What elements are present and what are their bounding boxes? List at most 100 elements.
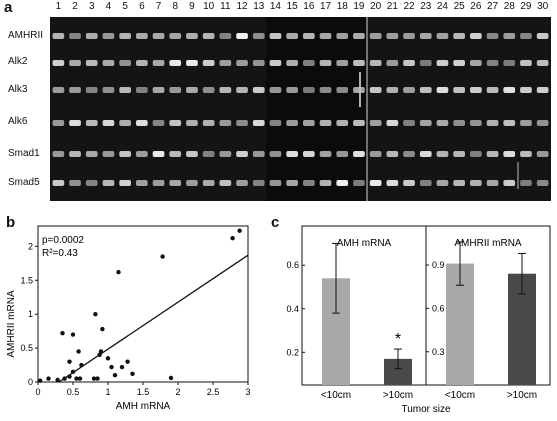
gel-band: [336, 120, 349, 126]
lane-number: 18: [336, 1, 348, 12]
gel-band: [303, 33, 315, 39]
gel-band: [102, 33, 115, 39]
gel-band: [520, 33, 532, 39]
lane-number: 23: [420, 1, 432, 12]
gel-band: [503, 120, 516, 126]
gel-band: [85, 60, 98, 66]
gel-band: [520, 87, 532, 93]
lane-number: 19: [353, 1, 365, 12]
scatter-point: [109, 364, 114, 370]
gel-band: [186, 60, 198, 66]
lane-number: 26: [470, 1, 482, 12]
gel-band: [536, 60, 549, 66]
gel-band: [303, 151, 315, 157]
r-squared-annotation: R²=0.43: [42, 248, 78, 259]
y-tick-label: 0.6: [286, 260, 299, 270]
gel-band: [236, 60, 248, 66]
gel-band: [486, 87, 499, 93]
panel-c-letter: c: [271, 214, 280, 231]
scatter-point: [237, 228, 242, 233]
lane-number: 12: [236, 1, 248, 12]
gel-band: [169, 60, 182, 66]
bar-chart-title: AMH mRNA: [337, 238, 392, 249]
gel-band: [252, 60, 265, 66]
gel-band: [353, 87, 365, 93]
gel-band: [386, 87, 399, 93]
scatter-point: [74, 376, 79, 381]
x-tick-label: 1.5: [137, 387, 150, 397]
gel-band: [85, 180, 98, 186]
gel-band: [236, 33, 248, 39]
gel-band: [85, 151, 98, 157]
gel-band: [386, 151, 399, 157]
lane-number: 4: [105, 1, 112, 12]
gel-band: [520, 60, 532, 66]
gel-band: [169, 33, 182, 39]
x-tick-label: 2.5: [207, 387, 220, 397]
gel-band: [336, 33, 349, 39]
gel-band: [252, 180, 265, 186]
scatter-plot: 0 0.5 1 1.5 2 2.5 3 0 0.5 1 1.5 2 p=0.0002 R²=0.43 AMH…: [6, 225, 251, 412]
gel-band: [403, 151, 415, 157]
y-axis-label: AMHRII mRNA: [6, 290, 17, 358]
gel-band: [453, 120, 465, 126]
gel-band: [119, 33, 131, 39]
lane-number: 17: [319, 1, 332, 12]
gel-band: [152, 33, 165, 39]
gel-band: [470, 120, 482, 126]
y-tick-label: 1.5: [20, 275, 33, 285]
lane-number: 16: [303, 1, 315, 12]
scatter-point: [77, 376, 83, 381]
gel-band: [119, 87, 131, 93]
gel-band: [286, 60, 298, 66]
gel-band: [219, 87, 232, 93]
gel-band: [453, 60, 465, 66]
gel-band: [520, 180, 532, 186]
gel-band: [269, 180, 282, 186]
x-tick-label: 1: [105, 387, 110, 397]
lane-number: 21: [386, 1, 398, 12]
scatter-point: [55, 377, 60, 383]
gel-row-label: Alk2: [8, 56, 28, 67]
lane-number: 29: [520, 1, 532, 12]
gel-row-label: Smad5: [8, 177, 40, 188]
gel-band: [69, 87, 81, 93]
gel-band: [52, 87, 65, 93]
gel-band: [102, 120, 115, 126]
scatter-point: [116, 269, 121, 275]
lane-number: 28: [503, 1, 515, 12]
gel-band: [436, 60, 449, 66]
gel-band: [286, 180, 298, 186]
lane-number: 3: [88, 1, 95, 12]
gel-band: [536, 33, 549, 39]
y-tick-label: 0.6: [432, 303, 445, 313]
scatter-point: [67, 359, 72, 364]
scatter-point: [168, 375, 174, 381]
gel-row-label: AMHRII: [8, 30, 43, 41]
gel-band: [269, 33, 282, 39]
scatter-point: [112, 373, 118, 378]
gel-band: [486, 151, 499, 157]
gel-band: [319, 87, 332, 93]
scatter-point: [93, 311, 98, 317]
category-label: >10cm: [383, 390, 413, 401]
panel-b-letter: b: [6, 214, 16, 231]
category-label: >10cm: [507, 390, 537, 401]
scatter-point: [230, 236, 235, 241]
gel-band: [369, 60, 382, 66]
scatter-point: [97, 352, 102, 358]
gel-band: [353, 60, 365, 66]
gel-band: [286, 87, 298, 93]
lane-number: 8: [172, 1, 179, 12]
x-tick-label: 0.5: [67, 387, 80, 397]
lane-number: 1: [55, 1, 62, 12]
gel-band: [202, 151, 215, 157]
gel-band: [269, 60, 282, 66]
gel-band: [52, 180, 65, 186]
gel-band: [152, 60, 165, 66]
gel-band: [119, 180, 131, 186]
category-label: <10cm: [445, 390, 475, 401]
category-label: <10cm: [321, 390, 351, 401]
scatter-point: [100, 326, 105, 332]
gel-band: [219, 120, 232, 126]
